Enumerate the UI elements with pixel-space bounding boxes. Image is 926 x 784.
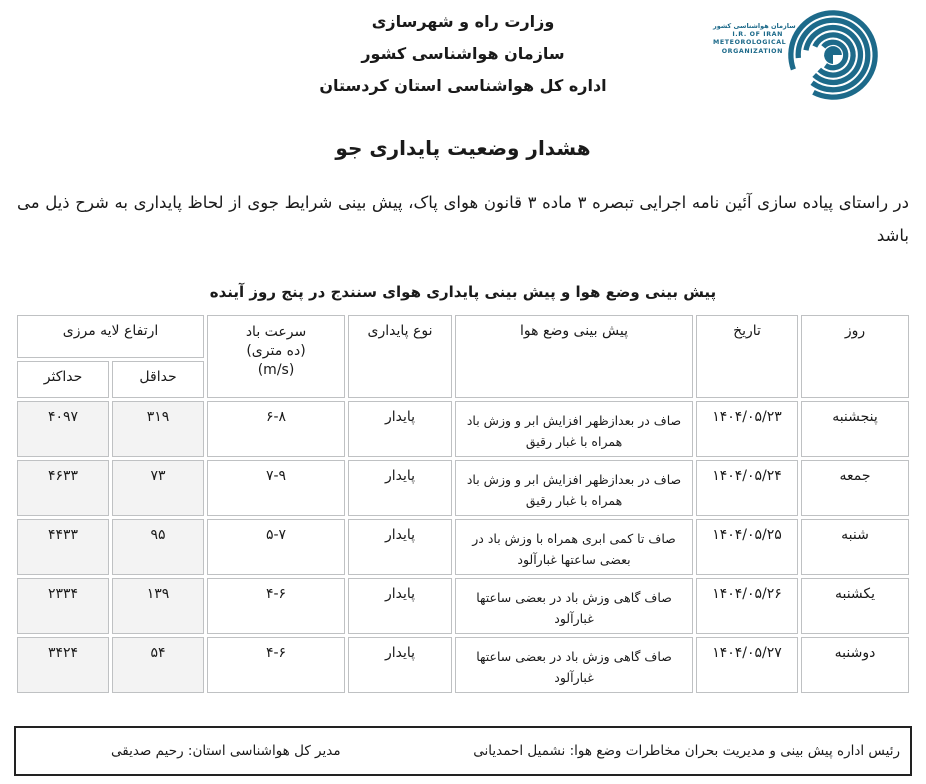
header-max: حداکثر [17, 361, 110, 398]
cell-min: ۵۴ [112, 637, 205, 693]
cell-stability: پایدار [348, 460, 453, 516]
header-stability: نوع پایداری [348, 315, 453, 398]
cell-wind: ۵-۷ [207, 519, 346, 575]
cell-min: ۹۵ [112, 519, 205, 575]
cell-date: ۱۴۰۴/۰۵/۲۷ [696, 637, 799, 693]
table-header-row-1: روز تاریخ پیش بینی وضع هوا نوع پایداری س… [17, 315, 910, 398]
intro-paragraph: در راستای پیاده سازی آئین نامه اجرایی تب… [17, 193, 909, 245]
cell-stability: پایدار [348, 519, 453, 575]
cell-forecast: صاف در بعدازظهر افزایش ابر و وزش باد همر… [455, 401, 694, 457]
header-date: تاریخ [696, 315, 799, 398]
header-wind-line3: (m/s) [257, 362, 295, 378]
spiral-logo-icon [788, 10, 878, 100]
table-row: پنجشنبه ۱۴۰۴/۰۵/۲۳ صاف در بعدازظهر افزای… [17, 401, 910, 457]
cell-wind: ۴-۶ [207, 637, 346, 693]
forecast-table: روز تاریخ پیش بینی وضع هوا نوع پایداری س… [14, 312, 912, 696]
footer-forecast-head-signature: رئیس اداره پیش بینی و مدیریت بحران مخاطر… [473, 743, 900, 759]
page-title: هشدار وضعیت پایداری جو [335, 136, 591, 160]
cell-forecast: صاف گاهی وزش باد در بعضی ساعتها غبارآلود [455, 578, 694, 634]
cell-max: ۴۶۳۳ [17, 460, 110, 516]
header-wind-line2: (ده متری) [246, 343, 306, 359]
cell-stability: پایدار [348, 578, 453, 634]
cell-stability: پایدار [348, 637, 453, 693]
table-title: پیش بینی وضع هوا و پیش بینی پایداری هوای… [209, 283, 717, 301]
cell-min: ۳۱۹ [112, 401, 205, 457]
org-line-province-office: اداره کل هواشناسی استان کردستان [319, 76, 607, 95]
cell-max: ۳۴۲۴ [17, 637, 110, 693]
cell-date: ۱۴۰۴/۰۵/۲۳ [696, 401, 799, 457]
cell-max: ۲۳۳۴ [17, 578, 110, 634]
table-header-row-2: حداقل حداکثر [17, 361, 909, 398]
org-header: وزارت راه و شهرسازی سازمان هواشناسی کشور… [0, 6, 926, 102]
cell-wind: ۴-۶ [207, 578, 346, 634]
cell-day: یکشنبه [801, 578, 910, 634]
table-row: جمعه ۱۴۰۴/۰۵/۲۴ صاف در بعدازظهر افزایش ا… [17, 460, 910, 516]
cell-day: دوشنبه [801, 637, 910, 693]
table-row: شنبه ۱۴۰۴/۰۵/۲۵ صاف تا کمی ابری همراه با… [17, 519, 910, 575]
logo-en-line2: METEOROLOGICAL [713, 39, 787, 47]
cell-wind: ۷-۹ [207, 460, 346, 516]
cell-max: ۴۰۹۷ [17, 401, 110, 457]
header-boundary-layer: ارتفاع لایه مرزی [17, 315, 205, 358]
cell-min: ۷۳ [112, 460, 205, 516]
logo-persian-name: سازمان هواشناسی کشور [713, 22, 796, 30]
cell-stability: پایدار [348, 401, 453, 457]
header-wind-line1: سرعت باد [245, 324, 307, 340]
irimo-logo-text: سازمان هواشناسی کشور I.R. OF IRAN METEOR… [713, 22, 796, 56]
cell-wind: ۶-۸ [207, 401, 346, 457]
cell-day: جمعه [801, 460, 910, 516]
cell-date: ۱۴۰۴/۰۵/۲۵ [696, 519, 799, 575]
cell-day: شنبه [801, 519, 910, 575]
table-row: یکشنبه ۱۴۰۴/۰۵/۲۶ صاف گاهی وزش باد در بع… [17, 578, 910, 634]
cell-forecast: صاف در بعدازظهر افزایش ابر و وزش باد همر… [455, 460, 694, 516]
irimo-logo: سازمان هواشناسی کشور I.R. OF IRAN METEOR… [713, 6, 882, 104]
org-line-ministry: وزارت راه و شهرسازی [371, 12, 555, 31]
cell-max: ۴۴۳۳ [17, 519, 110, 575]
cell-date: ۱۴۰۴/۰۵/۲۶ [696, 578, 799, 634]
org-line-organization: سازمان هواشناسی کشور [361, 44, 565, 63]
cell-date: ۱۴۰۴/۰۵/۲۴ [696, 460, 799, 516]
cell-day: پنجشنبه [801, 401, 910, 457]
header-forecast: پیش بینی وضع هوا [455, 315, 694, 398]
signature-footer: رئیس اداره پیش بینی و مدیریت بحران مخاطر… [14, 726, 912, 776]
logo-en-line3: ORGANIZATION [721, 47, 783, 55]
logo-en-line1: I.R. OF IRAN [732, 30, 783, 38]
table-row: دوشنبه ۱۴۰۴/۰۵/۲۷ صاف گاهی وزش باد در بع… [17, 637, 910, 693]
footer-director-general-signature: مدیر کل هواشناسی استان: رحیم صدیقی [111, 743, 341, 759]
header-day: روز [801, 315, 910, 398]
cell-forecast: صاف گاهی وزش باد در بعضی ساعتها غبارآلود [455, 637, 694, 693]
header-min: حداقل [112, 361, 205, 398]
cell-min: ۱۳۹ [112, 578, 205, 634]
cell-forecast: صاف تا کمی ابری همراه با وزش باد در بعضی… [455, 519, 694, 575]
header-wind-speed: سرعت باد (ده متری) (m/s) [207, 315, 346, 398]
